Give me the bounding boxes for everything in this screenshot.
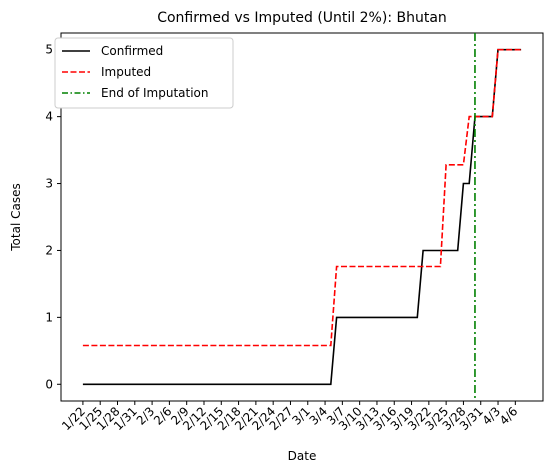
y-tick-label: 5 [45, 43, 53, 57]
legend-label-confirmed: Confirmed [101, 44, 163, 58]
legend-label-end-of-imputation: End of Imputation [101, 86, 209, 100]
series-line-imputed [82, 48, 522, 347]
axes: 0123451/221/251/281/312/32/62/92/122/152… [45, 43, 520, 433]
y-tick-label: 1 [45, 310, 53, 324]
x-axis-label: Date [288, 449, 317, 463]
y-tick-label: 3 [45, 177, 53, 191]
chart-title: Confirmed vs Imputed (Until 2%): Bhutan [157, 10, 447, 26]
y-axis-label: Total Cases [9, 183, 23, 251]
y-tick-label: 2 [45, 243, 53, 257]
chart-marks [82, 33, 522, 401]
legend-box [54, 37, 234, 109]
y-tick-label: 4 [45, 110, 53, 124]
legend: Confirmed Imputed End of Imputation [54, 37, 234, 109]
legend-label-imputed: Imputed [101, 65, 151, 79]
y-tick-label: 0 [45, 377, 53, 391]
x-tick-label: 4/6 [497, 404, 521, 428]
